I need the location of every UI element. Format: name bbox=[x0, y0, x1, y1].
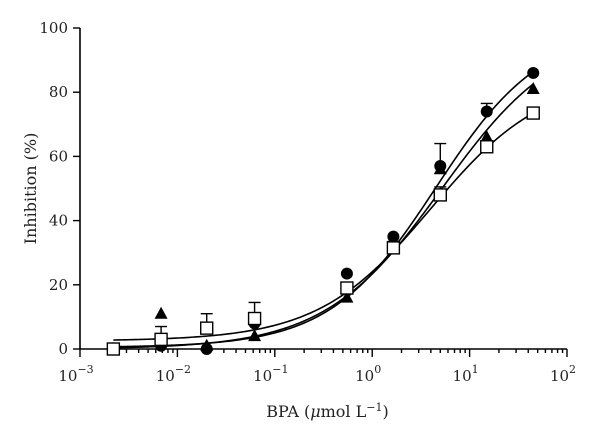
triangle-point bbox=[200, 338, 214, 351]
x-tick-label: 10−3 bbox=[58, 363, 93, 385]
x-tick-label: 100 bbox=[355, 363, 381, 385]
x-axis-title: BPA (μmol L−1) bbox=[266, 401, 388, 421]
x-axis-title-mu: μ bbox=[310, 402, 320, 421]
y-tick-label: 40 bbox=[49, 212, 68, 230]
fit-curve-2 bbox=[113, 83, 534, 349]
square-point bbox=[154, 332, 168, 347]
x-tick-exponent: −3 bbox=[77, 363, 93, 376]
square-point bbox=[526, 106, 540, 120]
y-tick-label: 80 bbox=[49, 83, 68, 101]
y-tick-label: 20 bbox=[49, 276, 68, 294]
triangle-point bbox=[433, 162, 447, 175]
square-point bbox=[433, 188, 447, 202]
x-axis-title-prefix: BPA ( bbox=[266, 402, 310, 421]
triangle-point bbox=[340, 290, 354, 303]
triangle-point bbox=[526, 81, 540, 94]
fit-curve-1 bbox=[113, 71, 534, 348]
x-tick-base: 10 bbox=[453, 367, 472, 385]
x-axis-title-superscript: −1 bbox=[366, 401, 382, 414]
x-axis-title-unit: mol L bbox=[321, 402, 367, 421]
square-point bbox=[247, 311, 262, 326]
circle-point bbox=[387, 230, 400, 243]
x-tick-exponent: −2 bbox=[175, 363, 191, 376]
x-tick-exponent: 2 bbox=[569, 363, 576, 376]
x-tick-exponent: 0 bbox=[374, 363, 381, 376]
y-axis-title: Inhibition (%) bbox=[21, 133, 40, 245]
x-tick-base: 10 bbox=[550, 367, 569, 385]
x-tick-label: 101 bbox=[453, 363, 479, 385]
y-tick-label: 0 bbox=[58, 340, 68, 358]
data-points bbox=[106, 66, 540, 356]
square-point bbox=[480, 140, 494, 154]
x-tick-base: 10 bbox=[253, 367, 272, 385]
y-tick-label: 60 bbox=[49, 147, 68, 165]
square-point bbox=[386, 241, 401, 255]
square-point bbox=[200, 321, 214, 335]
x-tick-base: 10 bbox=[58, 367, 77, 385]
fit-curves bbox=[113, 71, 534, 349]
y-tick-label: 100 bbox=[39, 19, 68, 37]
square-point bbox=[106, 342, 121, 356]
fit-curve-3 bbox=[113, 112, 534, 341]
x-tick-base: 10 bbox=[156, 367, 175, 385]
circle-point bbox=[340, 267, 353, 280]
circle-point bbox=[527, 66, 540, 79]
triangle-point bbox=[480, 130, 494, 143]
x-tick-base: 10 bbox=[355, 367, 374, 385]
x-tick-label: 10−1 bbox=[253, 363, 288, 385]
error-bars bbox=[155, 102, 493, 340]
x-tick-label: 102 bbox=[550, 363, 576, 385]
circle-point bbox=[480, 105, 493, 118]
x-tick-exponent: 1 bbox=[472, 363, 479, 376]
triangle-point bbox=[154, 306, 168, 319]
x-axis-title-suffix: ) bbox=[382, 402, 388, 421]
triangle-point bbox=[248, 329, 262, 342]
x-tick-label: 10−2 bbox=[156, 363, 191, 385]
x-tick-exponent: −1 bbox=[272, 363, 288, 376]
square-point bbox=[340, 281, 354, 295]
